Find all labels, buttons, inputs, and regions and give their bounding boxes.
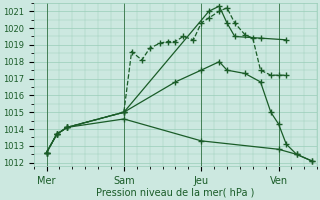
X-axis label: Pression niveau de la mer( hPa ): Pression niveau de la mer( hPa ) [96, 187, 255, 197]
